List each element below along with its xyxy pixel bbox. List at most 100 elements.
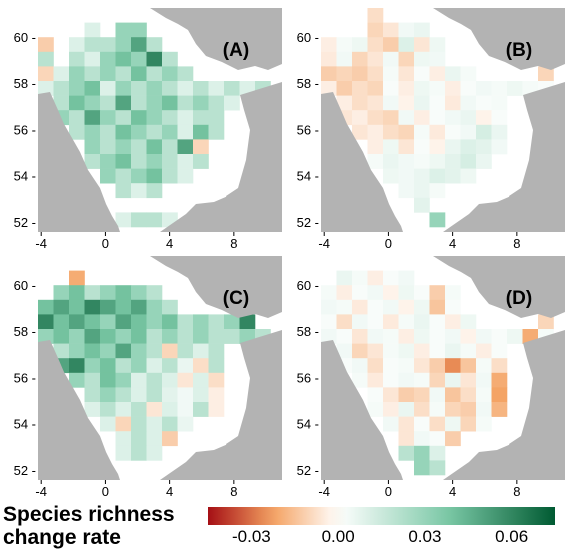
grid-cell [383, 110, 399, 126]
grid-cell [162, 110, 178, 126]
grid-cell [208, 329, 225, 344]
grid-cell [383, 285, 399, 301]
grid-cell [414, 197, 430, 213]
grid-cell [131, 445, 147, 461]
grid-cell [69, 372, 85, 388]
grid-cell [445, 416, 461, 432]
land-mass [38, 92, 120, 232]
y-tick-label: 52 - [14, 463, 36, 478]
grid-cell [146, 139, 163, 155]
grid-cell [398, 372, 415, 388]
grid-cell [367, 66, 384, 82]
grid-cell [383, 343, 399, 359]
grid-cell [193, 124, 209, 140]
grid-cell [177, 81, 194, 96]
grid-cell [336, 299, 353, 315]
grid-cell [100, 387, 116, 403]
grid-cell [414, 183, 430, 199]
grid-cell [193, 314, 209, 330]
grid-cell [100, 329, 116, 344]
grid-cell [193, 372, 209, 388]
y-tick-label: 58 - [297, 324, 319, 339]
grid-cell [460, 358, 477, 374]
grid-cell [398, 22, 415, 38]
grid-cell [352, 358, 368, 374]
grid-cell [162, 95, 178, 111]
grid-cell [193, 343, 209, 359]
grid-cell [131, 37, 147, 53]
x-tick-label: -4 [35, 236, 47, 251]
grid-cell [336, 81, 353, 96]
grid-cell [429, 51, 446, 67]
grid-cell [460, 110, 477, 126]
grid-cell [414, 168, 430, 184]
grid-cell [476, 387, 492, 403]
grid-cell [414, 416, 430, 432]
grid-cell [352, 270, 368, 286]
grid-cell [414, 387, 430, 403]
grid-cell [336, 66, 353, 82]
panel-label-c: (C) [223, 288, 249, 309]
grid-cell [352, 110, 368, 126]
y-tick-label: 56 - [297, 370, 319, 385]
grid-cell [398, 431, 415, 447]
grid-cell [224, 81, 240, 96]
grid-cell [414, 124, 430, 140]
grid-cell [398, 110, 415, 126]
grid-cell [69, 81, 85, 96]
grid-cell [491, 343, 508, 359]
grid-cell [476, 139, 492, 155]
grid-cell [383, 314, 399, 330]
grid-cell [429, 358, 446, 374]
grid-cell [321, 285, 337, 301]
grid-cell [367, 124, 384, 140]
grid-cell [131, 329, 147, 344]
grid-cell [131, 110, 147, 126]
grid-cell [69, 66, 85, 82]
grid-cell [398, 168, 415, 184]
grid-cell [146, 402, 163, 417]
grid-cell [131, 372, 147, 388]
grid-cell [84, 154, 101, 169]
grid-cell [69, 358, 85, 374]
grid-cell [398, 416, 415, 432]
grid-cell [84, 314, 101, 330]
land-mass [321, 92, 403, 232]
grid-cells [38, 22, 271, 228]
grid-cell [367, 402, 384, 417]
x-tick-label: 0 [385, 484, 392, 499]
grid-cell [398, 285, 415, 301]
grid-cell [352, 372, 368, 388]
grid-cell [84, 387, 101, 403]
grid-cell [398, 314, 415, 330]
grid-cell [460, 372, 477, 388]
grid-cell [162, 168, 178, 184]
y-tick-label: 54 - [297, 169, 319, 184]
grid-cell [162, 314, 178, 330]
grid-cell [352, 343, 368, 359]
grid-cell [414, 51, 430, 67]
grid-cell [383, 66, 399, 82]
grid-cell [146, 343, 163, 359]
grid-cell [445, 95, 461, 111]
grid-cell [69, 314, 85, 330]
grid-cell [38, 51, 54, 67]
grid-cells [321, 8, 554, 228]
grid-cell [115, 124, 132, 140]
grid-cell [84, 110, 101, 126]
grid-cell [208, 110, 225, 126]
grid-cell [476, 95, 492, 111]
grid-cell [38, 299, 54, 315]
grid-cell [100, 124, 116, 140]
grid-cell [383, 416, 399, 432]
grid-cell [131, 22, 147, 38]
grid-cell [53, 299, 70, 315]
grid-cell [115, 81, 132, 96]
grid-cell [383, 81, 399, 96]
grid-cell [398, 154, 415, 169]
grid-cell [100, 299, 116, 315]
grid-cell [84, 66, 101, 82]
land-masses [38, 8, 282, 232]
grid-cell [84, 51, 101, 67]
